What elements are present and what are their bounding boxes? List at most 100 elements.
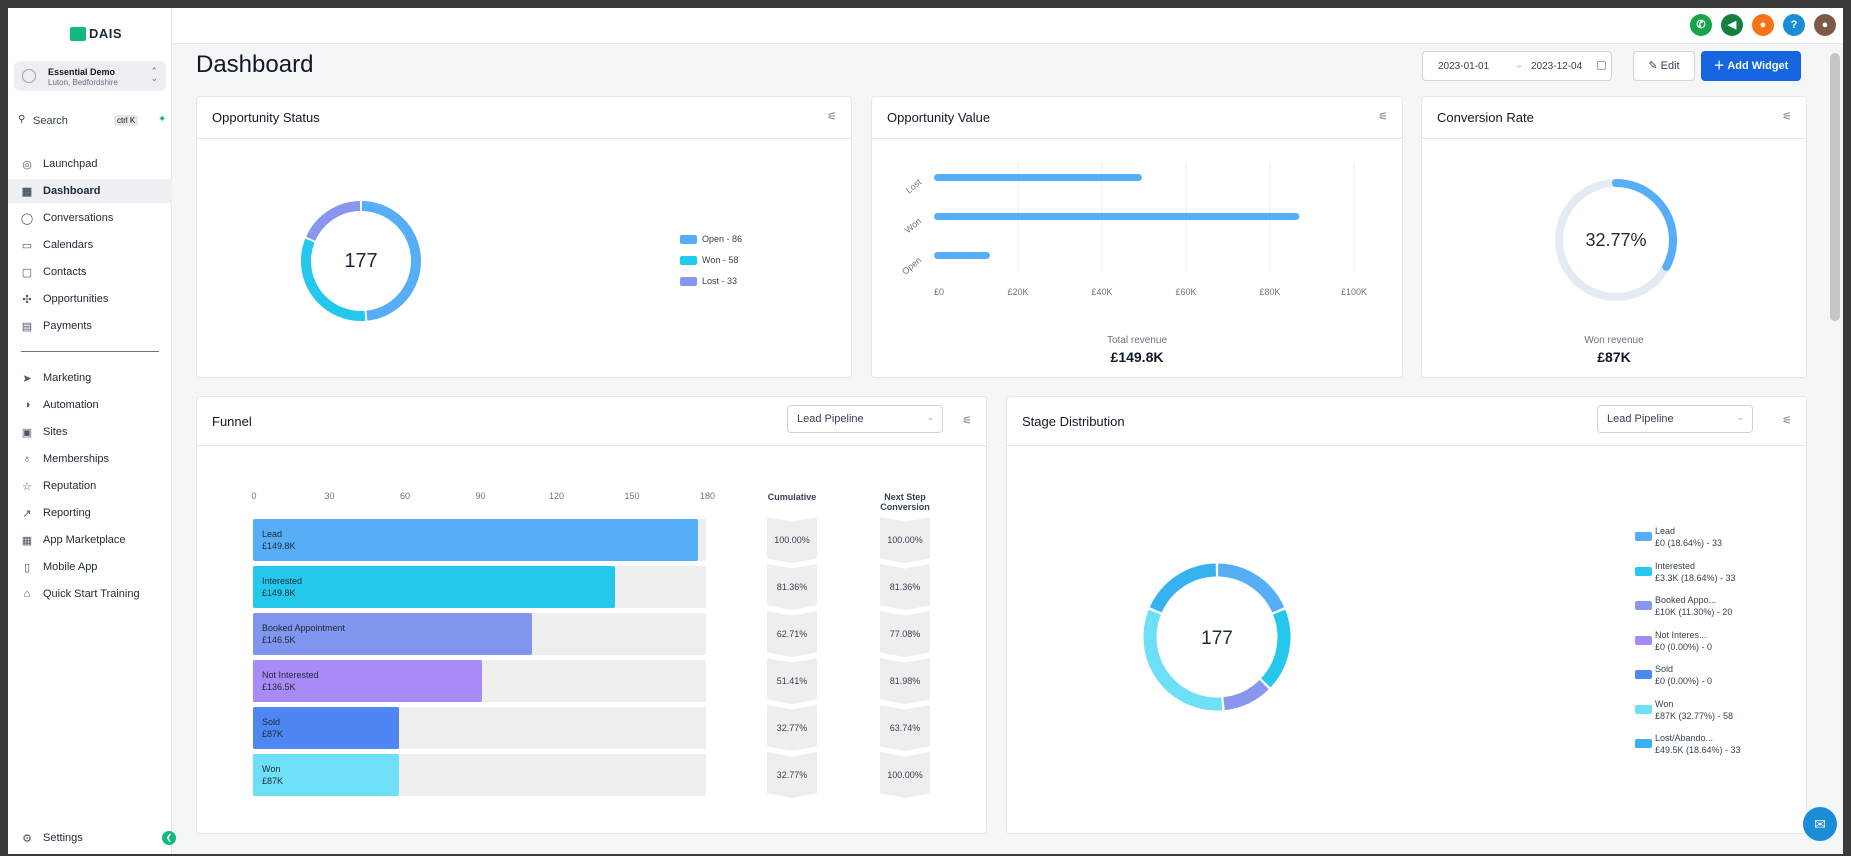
sidebar: DAIS Essential Demo Luton, Bedfordshire … bbox=[8, 8, 176, 854]
donut-slice-booked-appo[interactable] bbox=[1223, 679, 1269, 711]
conversion-rate-value: 32.77% bbox=[1585, 230, 1646, 250]
date-range-picker[interactable]: 2023-01-01 → 2023-12-04 bbox=[1422, 51, 1612, 81]
legend-lost: Lost - 33 bbox=[680, 276, 737, 286]
avatar[interactable]: ● bbox=[1814, 14, 1836, 36]
sidebar-item-reputation[interactable]: ☆ Reputation bbox=[8, 474, 172, 498]
megaphone-icon[interactable]: ◀ bbox=[1721, 14, 1743, 36]
account-switcher[interactable]: Essential Demo Luton, Bedfordshire ⌃ ⌄ bbox=[14, 61, 166, 91]
sidebar-item-dashboard[interactable]: ▦ Dashboard bbox=[8, 179, 172, 203]
pipeline-dropdown[interactable]: Lead Pipeline ⌄ bbox=[787, 405, 943, 433]
sidebar-item-label: Memberships bbox=[43, 453, 110, 465]
donut-slice-lost-abando[interactable] bbox=[1149, 563, 1217, 613]
bar-won[interactable] bbox=[934, 213, 1300, 220]
pipeline-dropdown[interactable]: Lead Pipeline ⌄ bbox=[1597, 405, 1753, 433]
card-title: Opportunity Status bbox=[212, 110, 320, 125]
edit-label: Edit bbox=[1660, 60, 1680, 72]
legend-stage-name: Won bbox=[1655, 698, 1674, 709]
chat-widget-icon[interactable]: ✉ bbox=[1803, 807, 1837, 841]
funnel-bar-interested[interactable]: Interested £149.8K bbox=[253, 566, 616, 608]
sidebar-item-label: Sites bbox=[43, 426, 68, 438]
legend-won: Won - 58 bbox=[680, 255, 738, 265]
search-box[interactable]: ⚲ Search ctrl K ✦ bbox=[18, 114, 166, 130]
pipeline-value: Lead Pipeline bbox=[797, 413, 864, 425]
sidebar-item-memberships[interactable]: ♁ Memberships bbox=[8, 447, 172, 471]
sidebar-item-mobile-app[interactable]: ▯ Mobile App bbox=[8, 555, 172, 579]
funnel-stage-amount: £149.8K bbox=[262, 541, 296, 551]
funnel-card: Funnel Lead Pipeline ⌄ ⚟ Cumulative Next… bbox=[196, 396, 987, 834]
sidebar-item-label: App Marketplace bbox=[43, 534, 126, 546]
sidebar-item-label: Calendars bbox=[43, 239, 94, 251]
sidebar-item-quick-start-training[interactable]: ⌂ Quick Start Training bbox=[8, 582, 172, 606]
x-tick-label: £0 bbox=[934, 287, 944, 297]
sidebar-item-label: Marketing bbox=[43, 372, 92, 384]
funnel-bar-booked-appointment[interactable]: Booked Appointment £146.5K bbox=[253, 613, 533, 655]
collapse-sidebar-icon[interactable]: ❮ bbox=[162, 831, 176, 845]
funnel-x-tick: 0 bbox=[251, 491, 257, 501]
bar-open[interactable] bbox=[934, 252, 990, 259]
calendar-icon: ▭ bbox=[21, 239, 33, 252]
donut-slice-lost[interactable] bbox=[306, 201, 361, 241]
settings-sliders-icon[interactable]: ⚟ bbox=[1782, 111, 1792, 123]
help-icon[interactable]: ? bbox=[1783, 14, 1805, 36]
legend-label: Lost - 33 bbox=[702, 276, 738, 286]
lightning-icon[interactable]: ✦ bbox=[158, 114, 167, 125]
legend-stage-detail: £87K (32.77%) - 58 bbox=[1655, 710, 1734, 721]
sidebar-item-automation[interactable]: ◑ Automation bbox=[8, 393, 172, 417]
funnel-bar-not-interested[interactable]: Not Interested £136.5K bbox=[253, 660, 483, 702]
funnel-x-tick: 90 bbox=[475, 491, 486, 501]
legend-swatch bbox=[680, 234, 697, 244]
phone-icon[interactable]: ✆ bbox=[1690, 14, 1712, 36]
donut-slice-lead[interactable] bbox=[1217, 563, 1285, 613]
donut-slice-won[interactable] bbox=[1143, 609, 1223, 711]
sidebar-item-reporting[interactable]: ↗ Reporting bbox=[8, 501, 172, 525]
date-from: 2023-01-01 bbox=[1438, 61, 1490, 72]
logo-icon bbox=[70, 26, 86, 41]
funnel-bar-sold[interactable]: Sold £87K bbox=[253, 707, 399, 749]
legend-stage-detail: £0 (18.64%) - 33 bbox=[1655, 538, 1723, 548]
sidebar-item-label: Mobile App bbox=[43, 561, 98, 573]
legend-swatch bbox=[1635, 532, 1652, 541]
settings-sliders-icon[interactable]: ⚟ bbox=[827, 111, 837, 123]
donut-slice-won[interactable] bbox=[301, 238, 366, 321]
donut-slice-interested[interactable] bbox=[1260, 609, 1291, 688]
logo[interactable]: DAIS bbox=[70, 26, 122, 41]
funnel-bar-won[interactable]: Won £87K bbox=[253, 754, 399, 796]
sidebar-item-launchpad[interactable]: ◎ Launchpad bbox=[8, 152, 172, 176]
sidebar-item-payments[interactable]: ▤ Payments bbox=[8, 314, 172, 338]
settings-sliders-icon[interactable]: ⚟ bbox=[1378, 111, 1388, 123]
bell-icon[interactable]: ● bbox=[1752, 14, 1774, 36]
sidebar-item-app-marketplace[interactable]: ▦ App Marketplace bbox=[8, 528, 172, 552]
settings-sliders-icon[interactable]: ⚟ bbox=[962, 415, 972, 427]
settings-sliders-icon[interactable]: ⚟ bbox=[1782, 415, 1792, 427]
opportunity-value-chart: £0 £20K £40K £60K £80K £100K Lost Won Open bbox=[900, 162, 1367, 297]
legend-stage-name: Lead bbox=[1655, 526, 1676, 536]
opportunity-status-donut: 177 bbox=[301, 201, 421, 321]
sidebar-item-contacts[interactable]: ▢ Contacts bbox=[8, 260, 172, 284]
funnel-bar-lead[interactable]: Lead £149.8K bbox=[253, 519, 699, 561]
legend-open: Open - 86 bbox=[680, 234, 742, 244]
sidebar-item-conversations[interactable]: ◯ Conversations bbox=[8, 206, 172, 230]
stage-distribution-card: Stage Distribution Lead Pipeline ⌄ ⚟ 177 bbox=[1006, 396, 1807, 834]
sidebar-item-calendars[interactable]: ▭ Calendars bbox=[8, 233, 172, 257]
sidebar-item-label: Settings bbox=[43, 832, 83, 844]
sidebar-item-settings[interactable]: ⚙ Settings bbox=[8, 826, 172, 850]
edit-button[interactable]: ✎ Edit bbox=[1633, 51, 1695, 81]
opportunity-value-card: Opportunity Value ⚟ £0 £20K £40K £60K £80K £1… bbox=[871, 96, 1403, 378]
opportunity-status-card: Opportunity Status ⚟ 177 Open - 86 Won -… bbox=[196, 96, 852, 378]
sidebar-item-sites[interactable]: ▣ Sites bbox=[8, 420, 172, 444]
account-location: Luton, Bedfordshire bbox=[48, 78, 118, 87]
sidebar-item-label: Payments bbox=[43, 320, 92, 332]
funnel-stage-label: Booked Appointment bbox=[262, 623, 346, 633]
scrollbar[interactable] bbox=[1830, 53, 1840, 321]
chevron-down-icon: ⌄ bbox=[1736, 412, 1744, 422]
add-widget-button[interactable]: ＋ Add Widget bbox=[1701, 51, 1801, 81]
next-step-value: 100.00% bbox=[880, 752, 930, 798]
cumulative-value: 51.41% bbox=[767, 658, 817, 704]
legend-stage-detail: £3.3K (18.64%) - 33 bbox=[1655, 572, 1736, 583]
bar-lost[interactable] bbox=[934, 174, 1142, 181]
donut-slice-open[interactable] bbox=[361, 201, 421, 321]
plus-icon: ＋ bbox=[1713, 60, 1725, 72]
legend-stage-detail: £49.5K (18.64%) - 33 bbox=[1655, 745, 1741, 755]
sidebar-item-marketing[interactable]: ➤ Marketing bbox=[8, 366, 172, 390]
sidebar-item-opportunities[interactable]: ✣ Opportunities bbox=[8, 287, 172, 311]
